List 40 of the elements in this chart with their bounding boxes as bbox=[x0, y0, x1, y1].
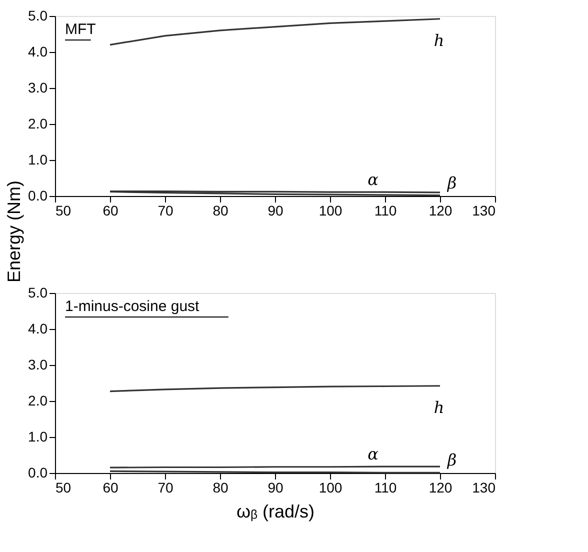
x-tick-label: 50 bbox=[56, 202, 72, 218]
x-tick-label: 130 bbox=[472, 202, 496, 218]
series-label: β bbox=[446, 450, 457, 470]
x-tick-label: 50 bbox=[56, 480, 72, 496]
x-tick-label: 90 bbox=[268, 202, 284, 218]
annotation: 1-minus-cosine gust bbox=[65, 298, 200, 315]
y-tick-label: 5.0 bbox=[28, 284, 48, 300]
y-tick-label: 4.0 bbox=[28, 44, 48, 60]
y-tick-label: 2.0 bbox=[28, 116, 48, 132]
series-label: β bbox=[446, 173, 457, 192]
x-tick-label: 110 bbox=[374, 202, 397, 218]
y-tick-label: 0.0 bbox=[28, 188, 48, 204]
y-tick-label: 0.0 bbox=[28, 464, 48, 480]
series-label: h bbox=[434, 30, 444, 50]
x-tick-label: 70 bbox=[158, 480, 174, 496]
x-tick-label: 70 bbox=[158, 202, 174, 218]
x-tick-label: 120 bbox=[428, 202, 452, 218]
x-tick-label: 80 bbox=[212, 202, 228, 218]
series-label: h bbox=[434, 398, 444, 417]
x-tick-label: 60 bbox=[102, 202, 118, 218]
x-tick-label: 110 bbox=[374, 480, 397, 496]
annotation: MFT bbox=[65, 21, 96, 38]
series-label: α bbox=[368, 170, 379, 190]
x-tick-label: 100 bbox=[318, 480, 342, 496]
y-tick-label: 1.0 bbox=[28, 428, 48, 444]
x-tick-label: 130 bbox=[472, 480, 496, 496]
y-axis-title: Energy (Nm) bbox=[4, 180, 24, 283]
x-tick-label: 60 bbox=[102, 480, 118, 496]
y-tick-label: 2.0 bbox=[28, 392, 48, 408]
x-tick-label: 100 bbox=[318, 202, 342, 218]
y-tick-label: 3.0 bbox=[28, 356, 48, 372]
y-tick-label: 3.0 bbox=[28, 80, 48, 96]
y-tick-label: 5.0 bbox=[28, 8, 48, 24]
y-tick-label: 4.0 bbox=[28, 320, 48, 336]
x-axis-title: ωᵦ (rad/s) bbox=[236, 502, 314, 522]
x-tick-label: 120 bbox=[428, 480, 452, 496]
y-tick-label: 1.0 bbox=[28, 152, 48, 168]
series-label: α bbox=[368, 444, 379, 464]
x-tick-label: 80 bbox=[212, 480, 228, 496]
x-tick-label: 90 bbox=[268, 480, 284, 496]
